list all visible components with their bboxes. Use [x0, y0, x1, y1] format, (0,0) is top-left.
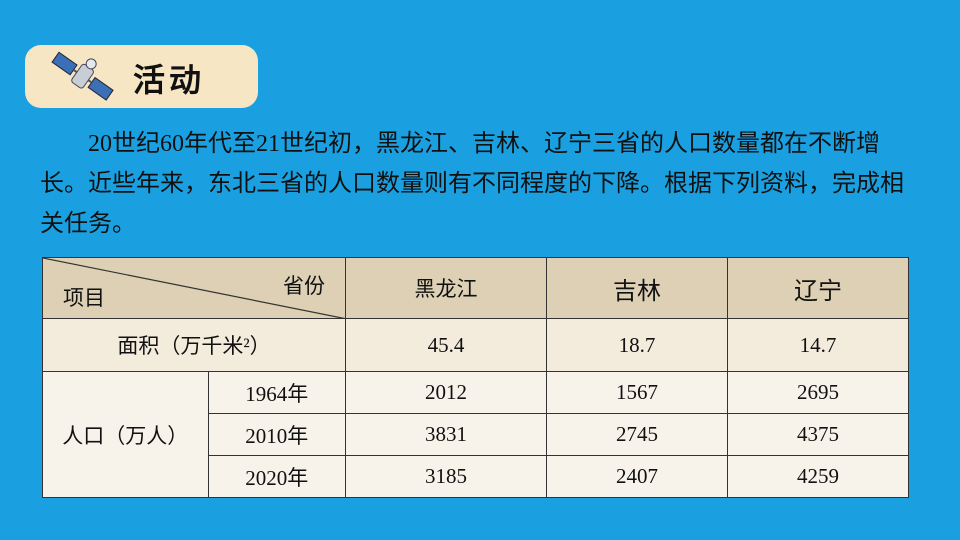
- cell: 2407: [546, 455, 728, 498]
- population-row: 2010年 3831 2745 4375: [43, 413, 909, 456]
- cell: 45.4: [345, 318, 547, 372]
- header-row: 省份 项目 黑龙江 吉林 辽宁: [42, 257, 909, 319]
- cell: 1567: [546, 371, 728, 414]
- column-header: 辽宁: [727, 257, 909, 319]
- corner-cell: 省份 项目: [42, 257, 347, 319]
- activity-title: 活动: [133, 61, 206, 99]
- cell: 2012: [345, 371, 547, 414]
- cell: 3831: [345, 413, 547, 456]
- population-row: 人口（万人） 1964年 2012 1567 2695: [42, 371, 909, 498]
- cell: 4259: [727, 455, 909, 498]
- year-label: 1964年: [207, 371, 347, 414]
- column-header: 吉林: [546, 257, 728, 319]
- cell: 4375: [727, 413, 909, 456]
- cell: 14.7: [727, 318, 909, 372]
- cell: 2695: [727, 371, 909, 414]
- corner-top: 省份: [283, 274, 325, 298]
- diagonal: [43, 258, 347, 319]
- cell: 18.7: [546, 318, 728, 372]
- intro-paragraph: 20世纪60年代至21世纪初，黑龙江、吉林、辽宁三省的人口数量都在不断增长。近些…: [40, 131, 904, 237]
- corner-bottom: 项目: [63, 286, 105, 310]
- satellite-icon: [51, 51, 114, 101]
- year-label: 2010年: [207, 413, 347, 456]
- year-label: 2020年: [207, 455, 347, 498]
- activity-badge: 活动: [25, 45, 258, 108]
- cell: 3185: [345, 455, 547, 498]
- population-row: 2020年 3185 2407 4259: [43, 455, 909, 498]
- column-header: 黑龙江: [345, 257, 547, 319]
- group-label: 人口（万人）: [42, 371, 209, 498]
- data-table: 省份 项目 黑龙江 吉林 辽宁 面积（万千米²） 45.4 18.7 14.7 …: [42, 257, 909, 498]
- area-row: 面积（万千米²） 45.4 18.7 14.7: [42, 318, 909, 372]
- row-label: 面积（万千米²）: [42, 318, 346, 372]
- cell: 2745: [546, 413, 728, 456]
